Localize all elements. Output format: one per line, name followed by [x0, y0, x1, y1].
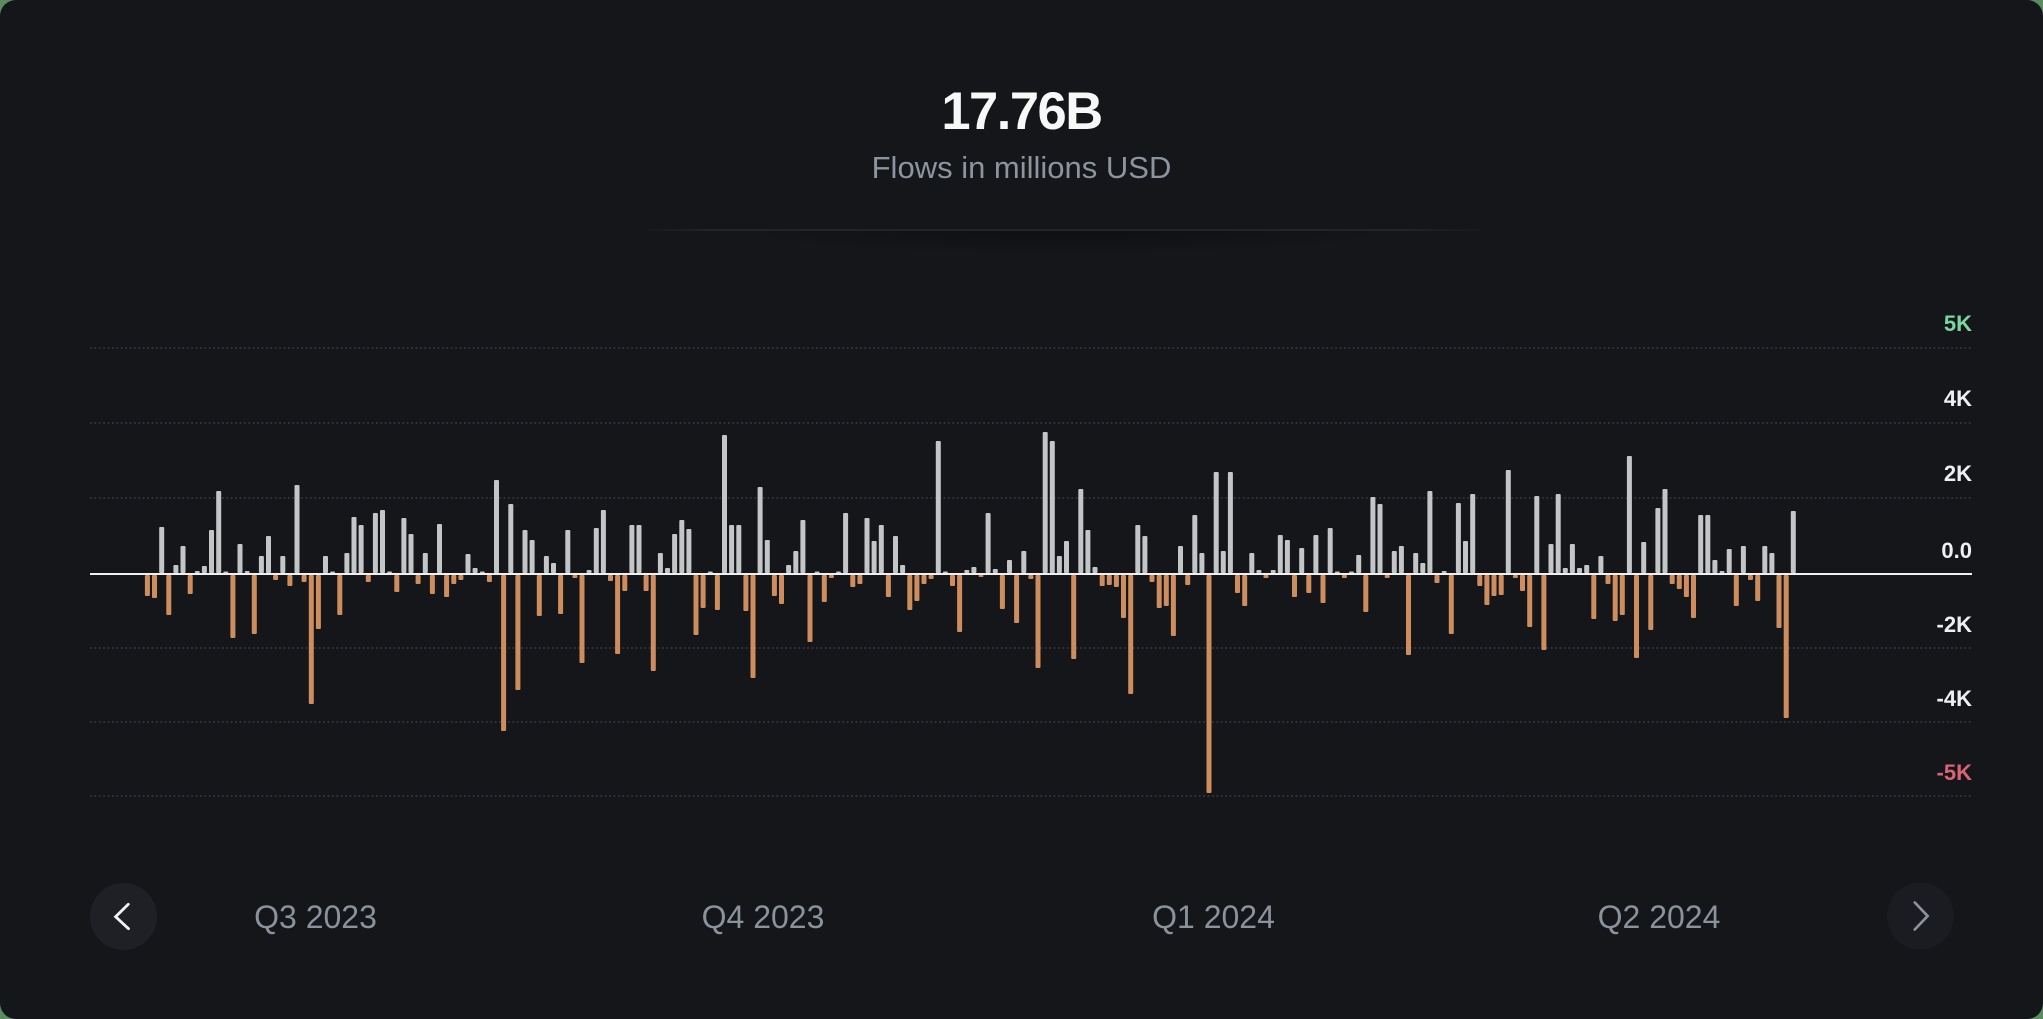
svg-text:-5K: -5K	[1937, 760, 1973, 785]
svg-text:-2K: -2K	[1937, 612, 1973, 637]
svg-text:Q4 2023: Q4 2023	[702, 899, 825, 935]
svg-text:Q3 2023: Q3 2023	[254, 899, 377, 935]
svg-text:0.0: 0.0	[1941, 538, 1972, 563]
svg-text:5K: 5K	[1944, 311, 1972, 336]
svg-text:Q2 2024: Q2 2024	[1598, 899, 1721, 935]
svg-text:2K: 2K	[1944, 461, 1972, 486]
svg-text:-4K: -4K	[1937, 686, 1973, 711]
svg-text:4K: 4K	[1944, 386, 1972, 411]
svg-text:Q1 2024: Q1 2024	[1152, 899, 1275, 935]
